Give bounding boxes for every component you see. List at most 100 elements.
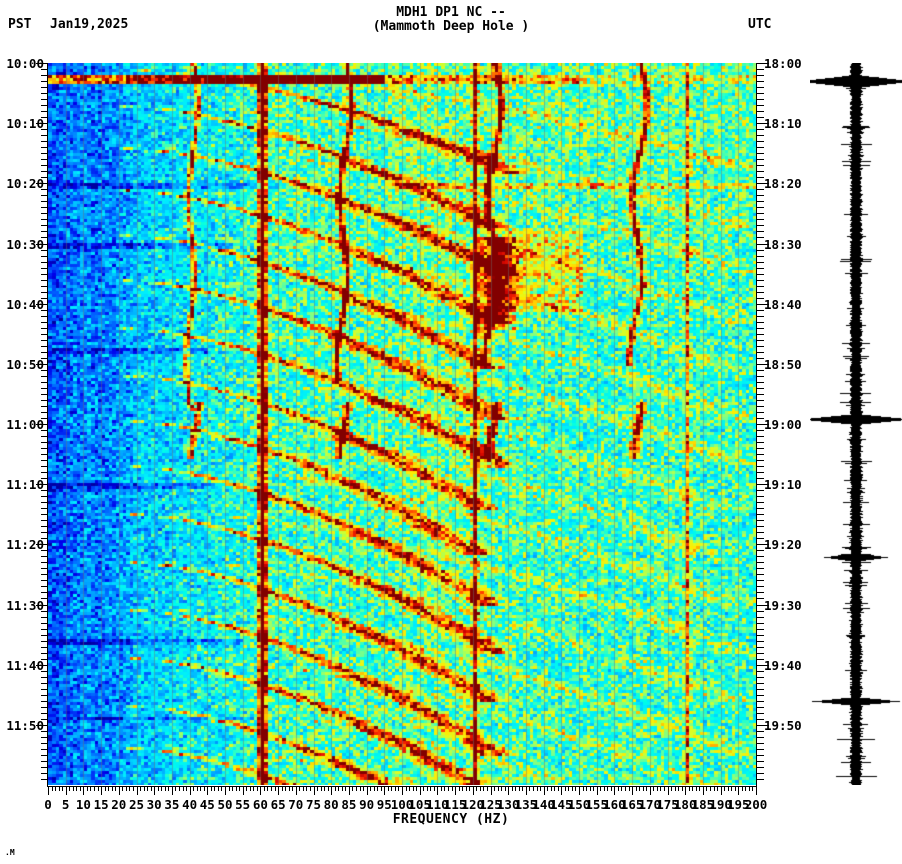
y-tick-minor-right — [757, 677, 764, 678]
y-tick-minor-left — [41, 671, 48, 672]
x-tick-major — [632, 786, 633, 795]
y-tick-minor-left — [41, 219, 48, 220]
y-tick-minor-right — [757, 689, 764, 690]
x-tick-major — [561, 786, 562, 795]
y-tick-minor-left — [41, 454, 48, 455]
y-tick-minor-right — [757, 93, 764, 94]
y-tick-major-left — [36, 304, 48, 305]
y-tick-minor-right — [757, 207, 764, 208]
y-tick-minor-right — [757, 592, 764, 593]
x-tick-minor — [629, 786, 630, 791]
x-tick-minor — [183, 786, 184, 791]
y-tick-major-left — [36, 665, 48, 666]
y-tick-minor-right — [757, 268, 764, 269]
y-tick-minor-right — [757, 496, 764, 497]
spectrogram-plot[interactable] — [48, 63, 756, 785]
page-title: MDH1 DP1 NC -- — [396, 5, 506, 20]
x-tick-minor — [487, 786, 488, 791]
y-tick-minor-left — [41, 334, 48, 335]
x-tick-major — [137, 786, 138, 795]
y-tick-minor-left — [41, 171, 48, 172]
y-tick-major-right — [757, 183, 769, 184]
y-tick-minor-right — [757, 412, 764, 413]
y-tick-minor-left — [41, 683, 48, 684]
x-tick-minor — [583, 786, 584, 791]
x-tick-minor — [558, 786, 559, 791]
y-tick-minor-right — [757, 219, 764, 220]
y-tick-minor-right — [757, 352, 764, 353]
x-tick-minor — [427, 786, 428, 791]
y-tick-minor-left — [41, 310, 48, 311]
y-tick-major-right — [757, 424, 769, 425]
x-tick-label: 20 — [111, 797, 127, 812]
y-tick-minor-right — [757, 635, 764, 636]
header-date: Jan19,2025 — [50, 17, 129, 32]
x-tick-label: 115 — [443, 797, 467, 812]
y-tick-minor-left — [41, 574, 48, 575]
x-tick-major — [650, 786, 651, 795]
x-tick-minor — [374, 786, 375, 791]
y-tick-minor-left — [41, 147, 48, 148]
x-tick-minor — [572, 786, 573, 791]
y-tick-minor-right — [757, 171, 764, 172]
y-tick-minor-left — [41, 502, 48, 503]
x-tick-major — [243, 786, 244, 795]
y-tick-label-right: 19:00 — [764, 417, 802, 432]
x-tick-minor — [462, 786, 463, 791]
x-tick-minor — [317, 786, 318, 791]
x-tick-major — [349, 786, 350, 795]
x-tick-minor — [621, 786, 622, 791]
y-tick-minor-left — [41, 256, 48, 257]
y-tick-minor-right — [757, 165, 764, 166]
y-tick-minor-left — [41, 562, 48, 563]
x-tick-minor — [696, 786, 697, 791]
x-tick-minor — [498, 786, 499, 791]
y-tick-minor-left — [41, 225, 48, 226]
y-tick-minor-left — [41, 623, 48, 624]
y-tick-minor-left — [41, 99, 48, 100]
x-tick-label: 50 — [217, 797, 233, 812]
x-tick-minor — [657, 786, 658, 791]
y-tick-minor-right — [757, 671, 764, 672]
y-tick-minor-left — [41, 526, 48, 527]
x-tick-label: 185 — [691, 797, 715, 812]
y-tick-minor-left — [41, 466, 48, 467]
x-tick-minor — [321, 786, 322, 791]
helicorder-trace-panel[interactable] — [810, 63, 902, 785]
y-tick-minor-left — [41, 580, 48, 581]
x-tick-minor — [551, 786, 552, 791]
y-tick-minor-right — [757, 430, 764, 431]
y-tick-label-right: 18:20 — [764, 176, 802, 192]
y-tick-minor-right — [757, 75, 764, 76]
y-tick-minor-right — [757, 556, 764, 557]
x-tick-major — [455, 786, 456, 795]
y-tick-minor-left — [41, 586, 48, 587]
x-tick-minor — [285, 786, 286, 791]
y-tick-minor-left — [41, 250, 48, 251]
y-tick-minor-right — [757, 611, 764, 612]
x-tick-minor — [151, 786, 152, 791]
x-tick-label: 190 — [709, 797, 732, 812]
x-tick-minor — [540, 786, 541, 791]
x-tick-major — [526, 786, 527, 795]
y-tick-minor-left — [41, 412, 48, 413]
x-tick-minor — [221, 786, 222, 791]
y-tick-major-left — [36, 123, 48, 124]
y-tick-minor-right — [757, 237, 764, 238]
y-tick-minor-left — [41, 105, 48, 106]
y-tick-minor-right — [757, 520, 764, 521]
x-tick-label: 145 — [550, 797, 573, 812]
y-tick-minor-left — [41, 370, 48, 371]
x-tick-label: 180 — [673, 797, 697, 812]
y-tick-label-left: 10:50 — [6, 356, 44, 372]
x-tick-minor — [607, 786, 608, 791]
x-tick-major — [154, 786, 155, 795]
x-tick-minor — [522, 786, 523, 791]
y-tick-minor-left — [41, 141, 48, 142]
y-tick-major-left — [36, 364, 48, 365]
y-tick-minor-left — [41, 237, 48, 238]
x-tick-minor — [586, 786, 587, 791]
y-tick-minor-left — [41, 635, 48, 636]
y-tick-minor-right — [757, 719, 764, 720]
x-tick-minor — [646, 786, 647, 791]
